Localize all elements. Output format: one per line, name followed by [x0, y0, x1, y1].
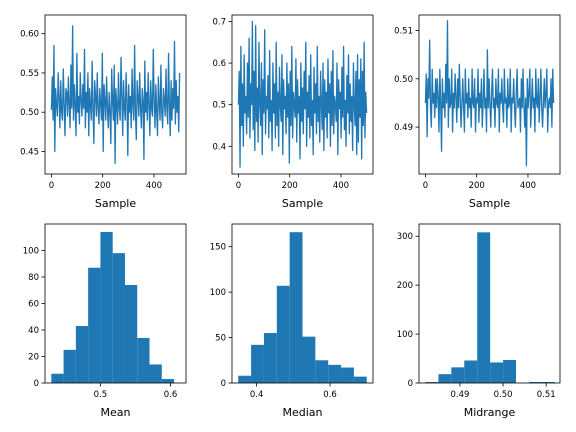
histogram-bar	[451, 367, 465, 383]
subplot-6: 0.49 0.50 0.51 0 100 200 300 Midrange	[397, 223, 561, 419]
plot-area	[425, 232, 555, 383]
histogram-bar	[341, 367, 354, 383]
histogram-bar	[88, 267, 101, 383]
y-tick-label: 0.51	[394, 26, 413, 36]
histogram-bar	[112, 253, 125, 383]
histogram-bar	[328, 364, 342, 383]
y-tick-label: 0.50	[394, 75, 413, 85]
x-axis-label: Midrange	[464, 406, 516, 419]
histogram-bar	[541, 382, 555, 383]
axes-frame	[44, 14, 187, 175]
histogram-bar	[289, 232, 303, 383]
histogram-bar	[137, 337, 150, 383]
x-tick-label: 0	[49, 181, 54, 191]
histogram-bar	[528, 382, 542, 383]
axes-frame	[418, 223, 561, 384]
x-axis-label: Sample	[282, 197, 323, 210]
y-tick-label: 0	[221, 379, 226, 389]
plot-area	[237, 20, 368, 168]
histogram-bar	[124, 284, 138, 383]
y-tick-label: 100	[397, 330, 413, 340]
y-tick-label: 0	[408, 379, 413, 389]
histogram-bar	[353, 376, 367, 383]
subplot-5: 0.4 0.6 0 50 100 150 Median	[210, 223, 374, 419]
y-tick-label: 0	[34, 379, 39, 389]
histogram-bar	[276, 285, 290, 383]
x-tick-label: 0.50	[494, 390, 513, 400]
y-tick-label: 0.60	[20, 30, 39, 40]
x-tick-label: 400	[146, 181, 162, 191]
series-line	[237, 20, 368, 168]
y-tick-label: 300	[397, 232, 413, 242]
x-tick-label: 200	[282, 181, 298, 191]
histogram-bar	[315, 360, 329, 383]
x-tick-label: 0.6	[323, 390, 337, 400]
x-tick-label: 0.51	[537, 390, 556, 400]
histogram-bar	[464, 360, 478, 383]
y-tick-label: 80	[28, 273, 39, 283]
histogram-bar	[149, 364, 162, 383]
histogram-bar	[263, 333, 277, 383]
y-tick-label: 50	[215, 334, 226, 344]
x-tick-label: 0.49	[450, 390, 469, 400]
x-tick-label: 0.5	[94, 390, 108, 400]
x-tick-label: 0.4	[250, 390, 264, 400]
subplot-1: 0 200 400 0.45 0.50 0.55 0.60 Sample	[20, 14, 187, 210]
x-axis-label: Mean	[101, 406, 131, 419]
subplot-4: 0.5 0.6 0 20 40 60 80 100 Mean	[23, 223, 187, 419]
subplot-2: 0 200 400 0.4 0.5 0.6 0.7 Sample	[212, 14, 374, 210]
y-tick-label: 100	[23, 247, 39, 257]
y-tick-label: 60	[28, 300, 39, 310]
y-tick-label: 0.50	[20, 108, 39, 118]
histogram-bar	[425, 382, 439, 383]
y-tick-label: 0.49	[394, 123, 413, 133]
y-tick-label: 0.4	[212, 142, 226, 152]
x-tick-label: 200	[95, 181, 111, 191]
x-axis-label: Sample	[469, 197, 510, 210]
x-axis-label: Sample	[95, 197, 136, 210]
y-tick-label: 0.55	[20, 69, 39, 79]
x-axis-label: Median	[282, 406, 322, 419]
y-tick-label: 0.45	[20, 147, 39, 157]
y-tick-label: 0.6	[212, 59, 226, 69]
y-tick-label: 200	[397, 281, 413, 291]
x-tick-label: 400	[520, 181, 536, 191]
x-tick-label: 200	[469, 181, 485, 191]
histogram-bar	[477, 232, 491, 383]
x-tick-label: 0	[423, 181, 428, 191]
histogram-bar	[51, 373, 64, 383]
plot-area	[50, 25, 181, 164]
x-tick-label: 0	[236, 181, 241, 191]
histogram-bar	[161, 379, 175, 383]
histogram-bar	[302, 336, 316, 383]
series-line	[50, 25, 181, 164]
histogram-bar	[251, 344, 264, 383]
histogram-bar	[75, 326, 89, 383]
y-tick-label: 0.7	[212, 17, 226, 27]
plot-area	[424, 20, 555, 167]
y-tick-label: 20	[28, 353, 39, 363]
plot-area	[238, 232, 367, 383]
y-tick-label: 150	[210, 243, 226, 253]
subplot-3: 0 200 400 0.49 0.50 0.51 Sample	[394, 14, 561, 210]
axes-frame	[231, 223, 374, 384]
y-tick-label: 40	[28, 326, 39, 336]
histogram-bar	[503, 360, 517, 383]
histogram-bar	[438, 374, 452, 383]
x-tick-label: 400	[333, 181, 349, 191]
histogram-bar	[63, 349, 76, 383]
series-line	[424, 20, 555, 167]
y-tick-label: 100	[210, 288, 226, 298]
axes-frame	[418, 14, 561, 175]
y-tick-label: 0.5	[212, 101, 226, 111]
histogram-bar	[238, 375, 252, 383]
histogram-bar	[100, 231, 113, 383]
plot-area	[51, 231, 175, 383]
axes-frame	[231, 14, 374, 175]
histogram-bar	[490, 362, 504, 383]
x-tick-label: 0.6	[164, 390, 178, 400]
